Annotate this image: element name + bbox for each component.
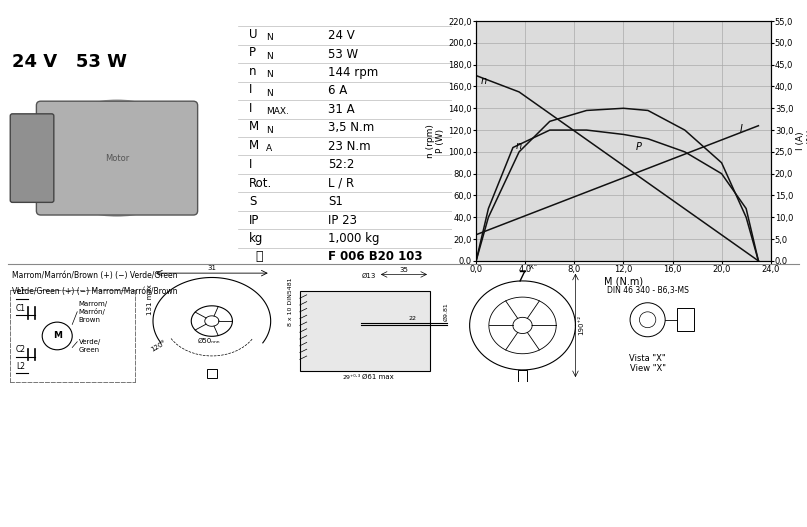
FancyBboxPatch shape	[677, 308, 694, 331]
Text: Brown: Brown	[78, 317, 101, 323]
Ellipse shape	[41, 100, 194, 216]
Text: 53 W: 53 W	[328, 47, 358, 61]
Text: 24 V   53 W: 24 V 53 W	[12, 53, 128, 71]
Text: U: U	[249, 28, 257, 41]
Y-axis label: n (rpm)
P (W): n (rpm) P (W)	[426, 124, 445, 158]
Text: 144 rpm: 144 rpm	[328, 66, 378, 79]
Text: I: I	[740, 124, 743, 134]
X-axis label: M (N.m): M (N.m)	[604, 277, 643, 287]
Text: 24 V: 24 V	[328, 29, 354, 42]
Text: n: n	[481, 76, 487, 86]
Text: 22: 22	[408, 316, 416, 321]
Text: P: P	[636, 142, 642, 152]
Text: N: N	[266, 52, 273, 61]
Text: Rot.: Rot.	[249, 177, 272, 190]
Text: S: S	[249, 195, 256, 208]
Text: 131 max: 131 max	[147, 284, 153, 315]
Text: Marrom/: Marrom/	[78, 301, 107, 307]
Text: N: N	[266, 34, 273, 43]
Text: Vista "X"
View "X": Vista "X" View "X"	[629, 354, 666, 373]
Text: M: M	[249, 120, 259, 133]
Text: Verde/: Verde/	[78, 339, 101, 345]
Text: Motor: Motor	[105, 153, 129, 163]
Text: I: I	[249, 102, 252, 115]
Text: MAX.: MAX.	[266, 108, 289, 116]
Text: 6 A: 6 A	[328, 84, 347, 97]
Text: Ø13: Ø13	[362, 273, 376, 279]
Text: 29⁺⁰⋅³: 29⁺⁰⋅³	[343, 375, 361, 379]
FancyBboxPatch shape	[300, 291, 430, 371]
Text: I: I	[249, 83, 252, 96]
Text: n: n	[249, 65, 257, 78]
Text: Marrom/Marrón/Brown (+) (−) Verde/Green: Marrom/Marrón/Brown (+) (−) Verde/Green	[12, 271, 178, 280]
Text: P: P	[249, 46, 256, 60]
Text: 31: 31	[207, 265, 216, 271]
Text: L1: L1	[16, 287, 25, 296]
Text: N: N	[266, 89, 273, 98]
Text: n: n	[516, 141, 521, 151]
Text: IP: IP	[249, 213, 259, 227]
FancyBboxPatch shape	[207, 369, 216, 378]
Text: 52:2: 52:2	[328, 158, 354, 171]
FancyBboxPatch shape	[518, 370, 527, 382]
Text: DIN 46 340 - B6,3-MS: DIN 46 340 - B6,3-MS	[607, 286, 688, 295]
Text: 23 N.m: 23 N.m	[328, 140, 370, 153]
Text: Ø9.81: Ø9.81	[444, 302, 449, 321]
Text: Green: Green	[78, 347, 99, 353]
Y-axis label: I (A)
η (%): I (A) η (%)	[797, 129, 807, 153]
Text: Ø50ₙₙₙ: Ø50ₙₙₙ	[198, 338, 220, 344]
Text: M: M	[52, 331, 61, 340]
Text: 3,5 N.m: 3,5 N.m	[328, 121, 374, 134]
Text: Ⓒ: Ⓒ	[255, 250, 262, 264]
Text: I: I	[249, 158, 252, 171]
Text: "X": "X"	[526, 264, 537, 270]
Text: Marrón/: Marrón/	[78, 308, 106, 315]
Text: 120°: 120°	[150, 339, 168, 353]
Text: Verde/Green (+) (−) Marrom/Marrón/Brown: Verde/Green (+) (−) Marrom/Marrón/Brown	[12, 287, 178, 296]
Text: N: N	[266, 71, 273, 80]
Text: L2: L2	[16, 362, 25, 370]
Text: C2: C2	[16, 345, 26, 354]
Text: Ø61 max: Ø61 max	[362, 374, 394, 379]
FancyBboxPatch shape	[10, 114, 54, 202]
Text: M: M	[249, 139, 259, 152]
Text: 31 A: 31 A	[328, 103, 354, 116]
Text: 190⁺²: 190⁺²	[578, 315, 583, 336]
Text: 8 x 10 DIN5481: 8 x 10 DIN5481	[287, 278, 293, 326]
Text: F 006 B20 103: F 006 B20 103	[328, 250, 422, 264]
Text: 35: 35	[399, 267, 408, 273]
Text: kg: kg	[249, 232, 263, 245]
Text: IP 23: IP 23	[328, 213, 357, 227]
Text: L / R: L / R	[328, 177, 354, 190]
Text: N: N	[266, 126, 273, 135]
FancyBboxPatch shape	[36, 101, 198, 215]
Text: 1,000 kg: 1,000 kg	[328, 232, 379, 245]
Text: A: A	[266, 144, 272, 153]
Text: S1: S1	[328, 195, 343, 208]
Text: C1: C1	[16, 304, 26, 313]
